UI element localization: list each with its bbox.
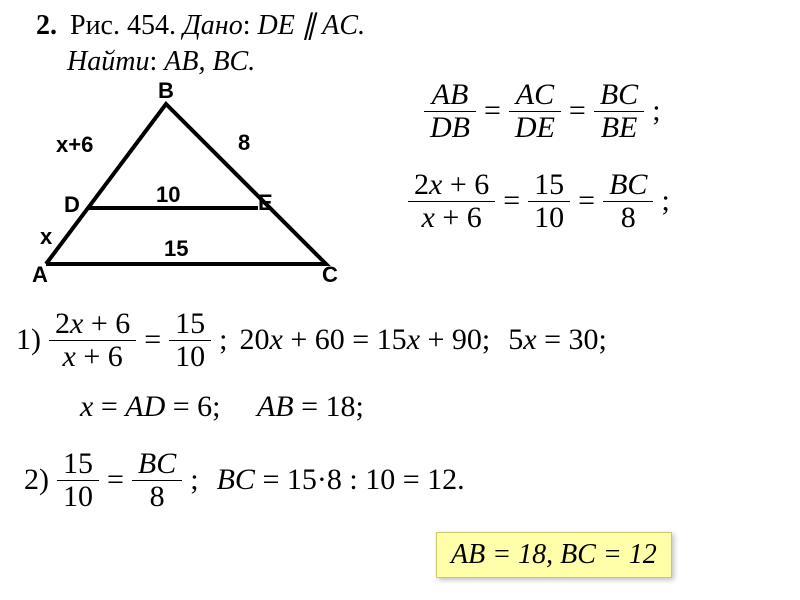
given-label: Дано: [183, 10, 243, 41]
den-de: DE: [509, 111, 561, 144]
step2-frac-left: 15 10: [57, 448, 99, 512]
x-equals: x = AD = 6;: [80, 390, 221, 423]
den-10: 10: [528, 201, 570, 234]
frac-15-10: 15 10: [528, 169, 570, 233]
num-ab: AB: [424, 79, 476, 111]
answer-text: AB = 18, BC = 12: [451, 539, 657, 570]
vertex-a-label: A: [32, 262, 48, 288]
vertex-e-label: E: [258, 190, 273, 216]
num-bc2: BC: [603, 169, 653, 201]
fig-ref: Рис. 454.: [64, 10, 183, 41]
den-8: 8: [603, 201, 653, 234]
vertex-d-label: D: [64, 192, 80, 218]
step-2: 2) 15 10 = BC 8 ; BC = 15·8 : 10 = 12.: [24, 448, 465, 512]
step2-lnum: 15: [57, 448, 99, 480]
frac-bc-be: BC BE: [594, 79, 644, 143]
vertex-b-label: B: [158, 78, 174, 104]
problem-number: 2.: [36, 10, 57, 41]
vertex-c-label: C: [322, 262, 338, 288]
step-1-result: x = AD = 6; AB = 18;: [80, 390, 364, 424]
ab-equals: AB = 18;: [257, 390, 364, 423]
step2-rden: 8: [132, 480, 182, 513]
step1-semi: ;: [215, 323, 231, 357]
step2-rnum: BC: [132, 448, 182, 480]
step2-lden: 10: [57, 480, 99, 513]
step1-frac-left: 2x + 6 x + 6: [49, 308, 136, 372]
find-expr: AB, BC.: [164, 46, 255, 77]
step1-label: 1): [16, 323, 45, 357]
edge-ad-label: x: [40, 224, 52, 250]
answer-box: AB = 18, BC = 12: [436, 532, 672, 578]
edge-be-label: 8: [238, 130, 250, 156]
frac-ac-de: AC DE: [509, 79, 561, 143]
num-ac: AC: [509, 79, 561, 111]
frac-ab-db: AB DB: [424, 79, 476, 143]
step2-calc: BC = 15·8 : 10 = 12.: [217, 463, 465, 497]
den-db: DB: [424, 111, 476, 144]
frac-2x6: 2x + 6 x + 6: [408, 169, 495, 233]
step2-frac-right: BC 8: [132, 448, 182, 512]
step1-expand2: 5x = 30;: [508, 323, 607, 357]
problem-statement: 2. Рис. 454. Дано: DE ∥ AC. Найти: AB, B…: [36, 8, 365, 80]
step1-expand1: 20x + 60 = 15x + 90;: [240, 323, 491, 357]
semicolon-1: ;: [648, 94, 664, 128]
step1-rden: 10: [169, 340, 211, 373]
step2-label: 2): [24, 463, 53, 497]
frac-bc-8: BC 8: [603, 169, 653, 233]
page: 2. Рис. 454. Дано: DE ∥ AC. Найти: AB, B…: [0, 0, 800, 600]
edge-db-label: x+6: [56, 132, 93, 158]
step1-frac-right: 15 10: [169, 308, 211, 372]
edge-ac-label: 15: [164, 236, 188, 262]
find-label: Найти: [67, 46, 149, 77]
triangle-figure: B A C D E x+6 8 10 15 x: [26, 84, 346, 284]
semicolon-2: ;: [657, 184, 673, 218]
step-1: 1) 2x + 6 x + 6 = 15 10 ; 20x + 60 = 15x…: [16, 308, 786, 372]
num-15: 15: [528, 169, 570, 201]
ratio-chain-symbolic: AB DB = AC DE = BC BE ;: [420, 78, 665, 143]
den-be: BE: [594, 111, 644, 144]
edge-de-label: 10: [156, 182, 180, 208]
given-expr: DE ∥ AC.: [257, 10, 365, 41]
step2-semi: ;: [186, 463, 202, 497]
step1-rnum: 15: [169, 308, 211, 340]
num-bc: BC: [594, 79, 644, 111]
ratio-chain-substituted: 2x + 6 x + 6 = 15 10 = BC 8 ;: [404, 168, 674, 233]
